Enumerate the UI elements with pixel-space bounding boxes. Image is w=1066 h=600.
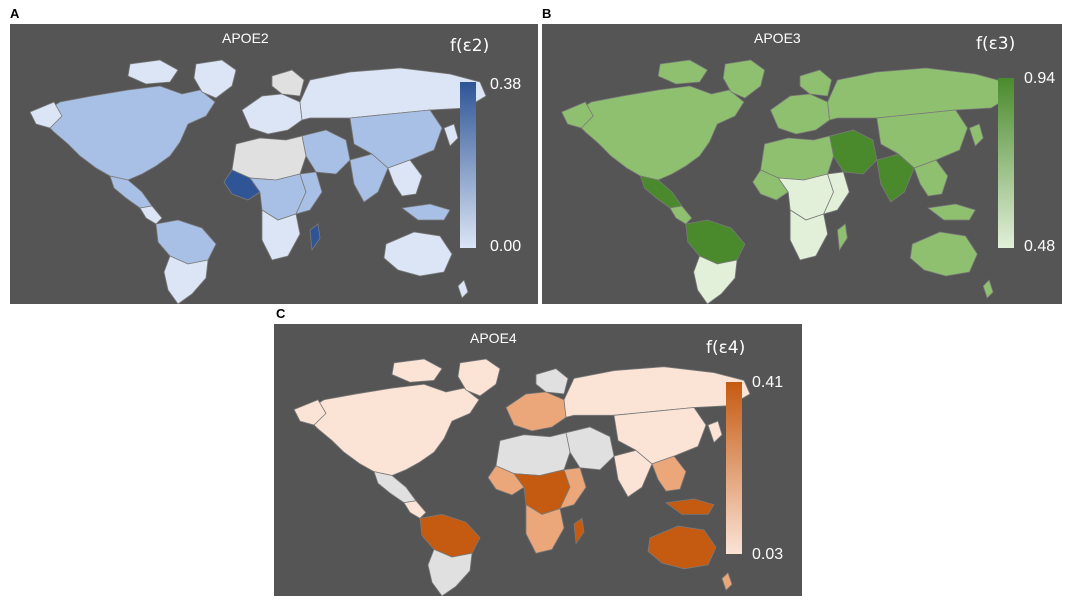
country-region-madagascar [837,223,848,252]
country-region-indonesia [927,203,976,221]
country-region-middle-east [829,129,878,175]
country-region-mexico [109,175,153,209]
country-region-europe [505,391,567,432]
country-region-greenland [457,358,501,397]
apoe3-legend-max: 0.94 [1024,70,1056,87]
country-region-north-africa [760,135,834,181]
apoe3-map-panel: APOE3 f(ε3) 0.94 0.48 [542,24,1062,304]
country-region-southeast-asia [387,159,423,197]
country-region-north-africa [231,135,307,181]
apoe3-legend-min: 0.48 [1024,238,1056,255]
apoe4-legend-title: f(ε4) [706,338,746,358]
country-region-new-zealand [982,279,994,299]
country-region-north-africa [495,432,571,476]
apoe4-legend-max: 0.41 [752,374,784,391]
country-region-scandinavia [271,69,305,97]
apoe4-world-map [293,358,751,596]
country-region-scandinavia [535,368,569,395]
country-region-alaska [561,101,594,129]
country-region-north-america [568,85,745,181]
country-region-australia [647,525,717,570]
country-region-central-america [403,500,427,519]
country-region-mexico [373,471,417,504]
country-region-south-america-south [427,548,473,596]
country-region-canada-islands [391,358,443,383]
country-region-east-africa [822,171,850,215]
apoe3-legend-colorbar [998,78,1014,248]
country-region-madagascar [309,223,321,252]
country-region-southeast-asia [651,455,687,492]
apoe4-legend-min: 0.03 [752,546,784,563]
country-region-south-america-south [163,255,209,304]
country-region-north-america [37,85,216,181]
apoe2-map-title: APOE2 [222,30,269,46]
apoe4-map-panel: APOE4 f(ε4) 0.41 0.03 [274,324,802,596]
country-region-south-america-north [419,513,481,558]
country-region-japan [707,420,723,444]
country-region-europe [241,93,303,135]
apoe2-map-panel: APOE2 f(ε2) 0.38 0.00 [10,24,538,304]
country-region-south-america-north [155,219,217,265]
country-region-russia [299,67,487,121]
country-region-new-zealand [457,279,469,299]
country-region-north-america [301,383,480,476]
country-region-south-america-south [693,255,738,304]
country-region-china [613,407,707,465]
country-region-scandinavia [799,69,832,97]
country-region-indonesia [664,498,715,515]
country-region-southern-africa [261,209,301,261]
country-region-madagascar [573,517,585,545]
panel-a-label: A [10,6,20,21]
panel-c-label: C [276,306,286,321]
apoe2-legend-min: 0.00 [490,238,522,255]
apoe2-legend-max: 0.38 [490,76,522,93]
country-region-china [876,109,968,169]
apoe3-world-map [561,59,1012,304]
country-region-australia [909,231,978,277]
apoe3-legend-title: f(ε3) [976,34,1016,54]
country-region-mexico [639,175,683,209]
country-region-russia [563,366,751,418]
country-region-new-zealand [721,571,733,591]
apoe2-world-map [29,59,487,304]
country-region-europe [769,93,830,135]
country-region-japan [968,123,984,147]
country-region-russia [827,67,1012,121]
apoe4-legend-colorbar [726,382,742,554]
panel-b-label: B [542,6,552,21]
country-region-middle-east [301,129,351,175]
apoe2-legend-title: f(ε2) [450,36,490,56]
country-region-canada-islands [127,59,179,85]
country-region-east-africa [295,171,323,215]
country-region-canada-islands [657,59,709,85]
country-region-indonesia [400,203,451,221]
country-region-central-america [669,205,693,225]
country-region-australia [383,231,453,277]
apoe4-map-title: APOE4 [470,330,517,346]
country-region-alaska [293,399,327,426]
country-region-greenland [722,59,766,99]
country-region-southern-africa [789,209,829,261]
country-region-greenland [193,59,237,99]
country-region-central-america [139,205,163,225]
country-region-china [349,109,443,169]
apoe3-map-title: APOE3 [754,30,801,46]
country-region-southeast-asia [913,159,949,197]
country-region-southern-africa [525,503,565,554]
country-region-middle-east [565,426,615,471]
apoe2-legend-colorbar [460,82,476,248]
country-region-south-america-north [685,219,746,265]
country-region-east-africa [559,467,587,510]
country-region-japan [443,123,459,147]
country-region-alaska [29,101,63,129]
